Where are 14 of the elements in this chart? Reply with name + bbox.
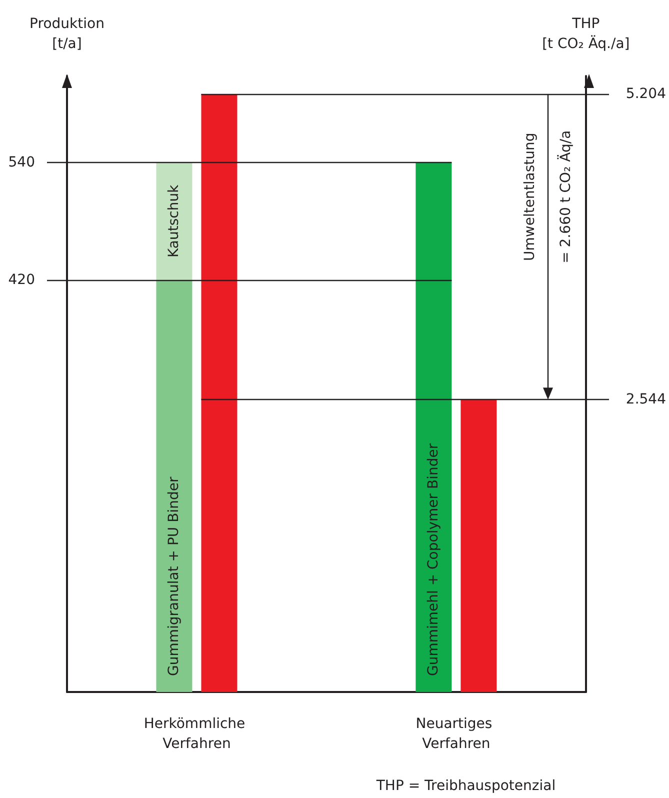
data-label: Kautschuk xyxy=(166,184,182,258)
data-label: Gummigranulat + PU Binder xyxy=(166,476,182,676)
y2-tick-label: 2.544 xyxy=(626,392,666,408)
x-tick-label: Herkömmliche Verfahren xyxy=(144,716,250,752)
x-tick-label: Neuartiges Verfahren xyxy=(416,716,497,752)
annotation: = 2.660 t CO₂ Äq/a xyxy=(557,130,574,264)
y-tick-label: 420 xyxy=(8,272,35,288)
data-label: Gummimehl + Copolymer Binder xyxy=(426,443,442,676)
annotation: Umweltentlastung xyxy=(522,132,538,261)
y-tick-label: 540 xyxy=(8,154,35,170)
text: THP = Treibhauspotenzial xyxy=(375,778,556,794)
y2-axis-title: THP [t CO₂ Äq./a] xyxy=(542,16,630,52)
y-axis-title: Produktion [t/a] xyxy=(30,16,104,52)
y2-tick-label: 5.204 xyxy=(626,86,666,102)
